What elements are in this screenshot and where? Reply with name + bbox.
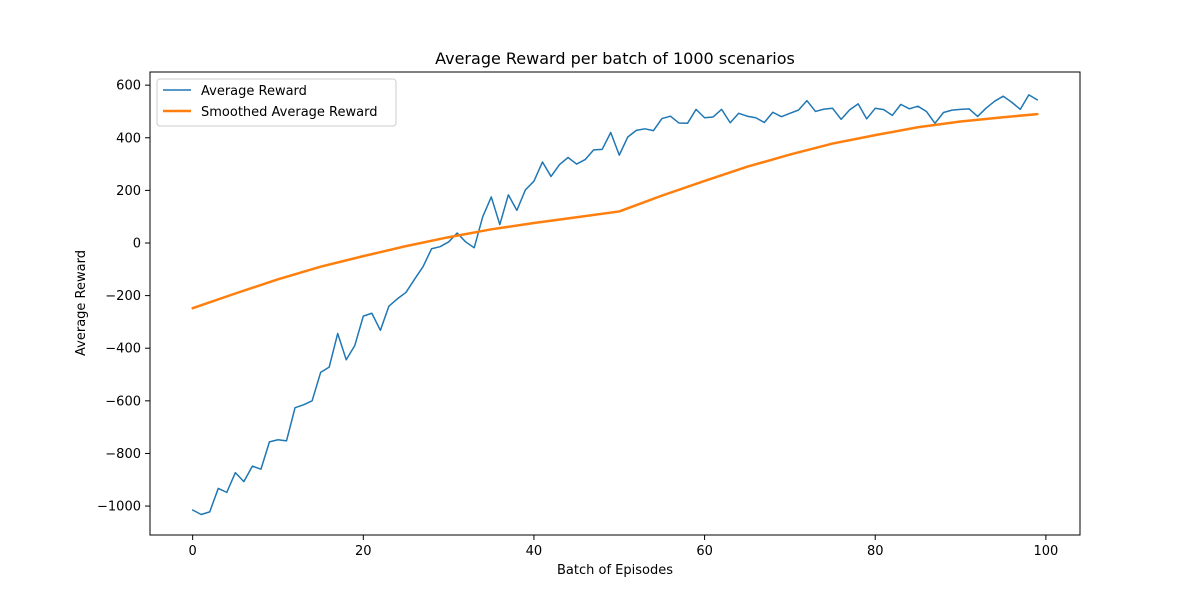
legend-box xyxy=(156,78,397,127)
x-tick-label: 100 xyxy=(1033,544,1058,559)
y-tick-label: 0 xyxy=(133,236,141,251)
x-axis-label: Batch of Episodes xyxy=(557,563,673,578)
axes: 0 20 40 60 80 100 −1000 −800 −600 −400 −200 0 200 400… xyxy=(97,79,1058,559)
y-tick-label: −800 xyxy=(105,447,141,462)
x-tick-label: 20 xyxy=(355,544,372,559)
x-tick-label: 60 xyxy=(696,544,713,559)
chart-title: Average Reward per batch of 1000 scenari… xyxy=(435,49,795,68)
x-tick-label: 40 xyxy=(526,544,543,559)
legend-label-average-reward: Average Reward xyxy=(201,84,307,99)
series-line-smoothed-average-reward xyxy=(191,112,1039,310)
y-axis-label: Average Reward xyxy=(74,250,89,356)
y-tick-label: −400 xyxy=(105,342,141,357)
y-tick-label: 400 xyxy=(116,131,141,146)
y-tick-label: −600 xyxy=(105,394,141,409)
plot-area xyxy=(191,94,1039,516)
y-tick-label: −200 xyxy=(105,289,141,304)
legend: Average Reward Smoothed Average Reward xyxy=(156,78,397,127)
legend-label-smoothed-average-reward: Smoothed Average Reward xyxy=(201,105,377,120)
y-tick-label: 200 xyxy=(116,184,141,199)
x-tick-label: 0 xyxy=(189,544,197,559)
plot-frame xyxy=(149,71,1081,536)
y-tick-label: −1000 xyxy=(97,500,141,515)
x-tick-label: 80 xyxy=(867,544,884,559)
series-line-average-reward xyxy=(191,94,1039,516)
y-tick-label: 600 xyxy=(116,79,141,94)
